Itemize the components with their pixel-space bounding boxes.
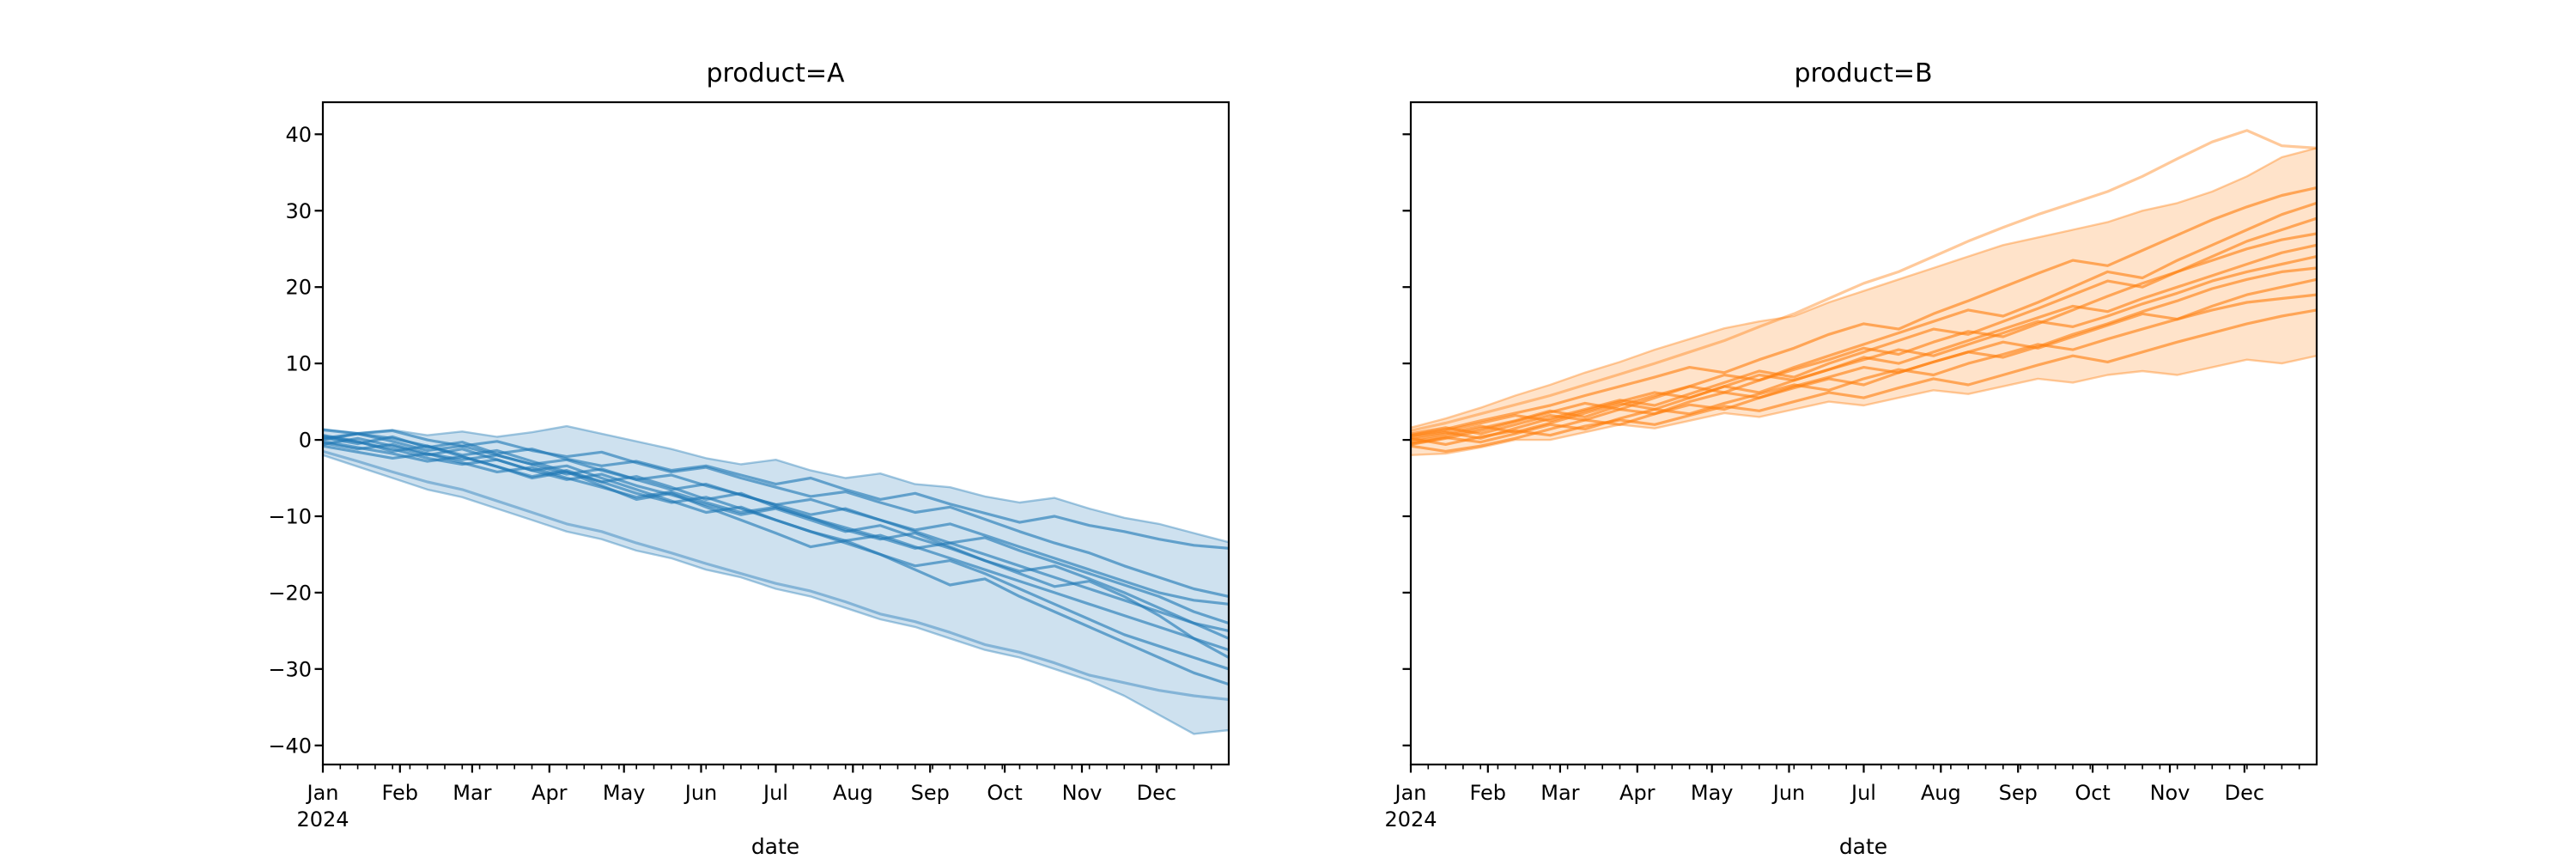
x-tick-label-b-apr: Apr — [1619, 781, 1656, 805]
band-upper-edge-a — [322, 424, 1230, 544]
x-tick-label-b-dec: Dec — [2225, 781, 2264, 805]
unit-line-a-9 — [322, 436, 1230, 671]
band-lower-edge-b — [1410, 355, 2318, 456]
x-tick-label-b-sep: Sep — [1999, 781, 2038, 805]
y-tick-label-a--30: −30 — [268, 657, 312, 681]
unit-line-b-10 — [1410, 186, 2318, 437]
x-tick-label-a-sep: Sep — [911, 781, 950, 805]
x-tick-label-a-nov: Nov — [1062, 781, 1103, 805]
unit-line-b-8 — [1410, 216, 2318, 440]
x-axis-year-label-b: 2024 — [1384, 807, 1437, 832]
x-tick-label-a-feb: Feb — [382, 781, 419, 805]
facet-title-product-b: product=B — [1794, 58, 1933, 88]
light-unit-line-a-1 — [322, 449, 1230, 701]
x-tick-label-b-jul: Jul — [1850, 781, 1876, 805]
y-tick-label-a--40: −40 — [268, 734, 312, 758]
y-tick-label-a-0: 0 — [299, 429, 312, 453]
y-tick-label-a-10: 10 — [285, 352, 312, 376]
unit-line-b-9 — [1410, 201, 2318, 446]
x-tick-label-a-mar: Mar — [453, 781, 491, 805]
x-tick-label-b-feb: Feb — [1470, 781, 1507, 805]
x-tick-label-a-apr: Apr — [532, 781, 568, 805]
x-tick-label-a-jun: Jun — [683, 781, 718, 805]
y-tick-label-a-30: 30 — [285, 199, 312, 223]
x-tick-label-b-may: May — [1691, 781, 1734, 805]
band-lower-edge-a — [322, 454, 1230, 735]
x-tick-label-b-jan: Jan — [1394, 781, 1427, 805]
light-unit-line-b-1 — [1410, 129, 2318, 432]
y-tick-label-a-40: 40 — [285, 123, 312, 147]
y-tick-label-a-20: 20 — [285, 276, 312, 300]
envelope-band-b — [1411, 148, 2317, 455]
x-axis-label-date-a: date — [750, 834, 800, 859]
x-tick-label-b-jun: Jun — [1771, 781, 1806, 805]
unit-line-a-4 — [322, 432, 1230, 625]
envelope-band-a — [323, 426, 1229, 734]
x-tick-label-a-dec: Dec — [1137, 781, 1176, 805]
unit-line-a-6 — [322, 435, 1230, 640]
x-tick-label-a-may: May — [603, 781, 646, 805]
unit-line-b-1 — [1410, 308, 2318, 447]
unit-line-a-1 — [322, 435, 1230, 550]
facet-title-product-a: product=A — [706, 58, 845, 88]
band-upper-edge-b — [1410, 147, 2318, 429]
x-axis-label-date-b: date — [1838, 834, 1888, 859]
x-tick-label-b-oct: Oct — [2075, 781, 2111, 805]
x-tick-label-b-aug: Aug — [1921, 781, 1961, 805]
x-tick-label-a-jul: Jul — [762, 781, 788, 805]
y-tick-label-a--10: −10 — [268, 505, 312, 529]
x-tick-label-a-oct: Oct — [987, 781, 1023, 805]
x-axis-year-label-a: 2024 — [296, 807, 349, 832]
unit-line-b-4 — [1410, 266, 2318, 454]
x-tick-label-a-jan: Jan — [306, 781, 339, 805]
unit-line-a-2 — [322, 428, 1230, 598]
x-tick-label-b-mar: Mar — [1540, 781, 1579, 805]
unit-line-b-6 — [1410, 243, 2318, 438]
y-tick-label-a--20: −20 — [268, 581, 312, 605]
unit-line-b-5 — [1410, 255, 2318, 442]
x-tick-label-b-nov: Nov — [2150, 781, 2190, 805]
unit-line-a-10 — [322, 434, 1230, 686]
x-tick-label-a-aug: Aug — [833, 781, 873, 805]
